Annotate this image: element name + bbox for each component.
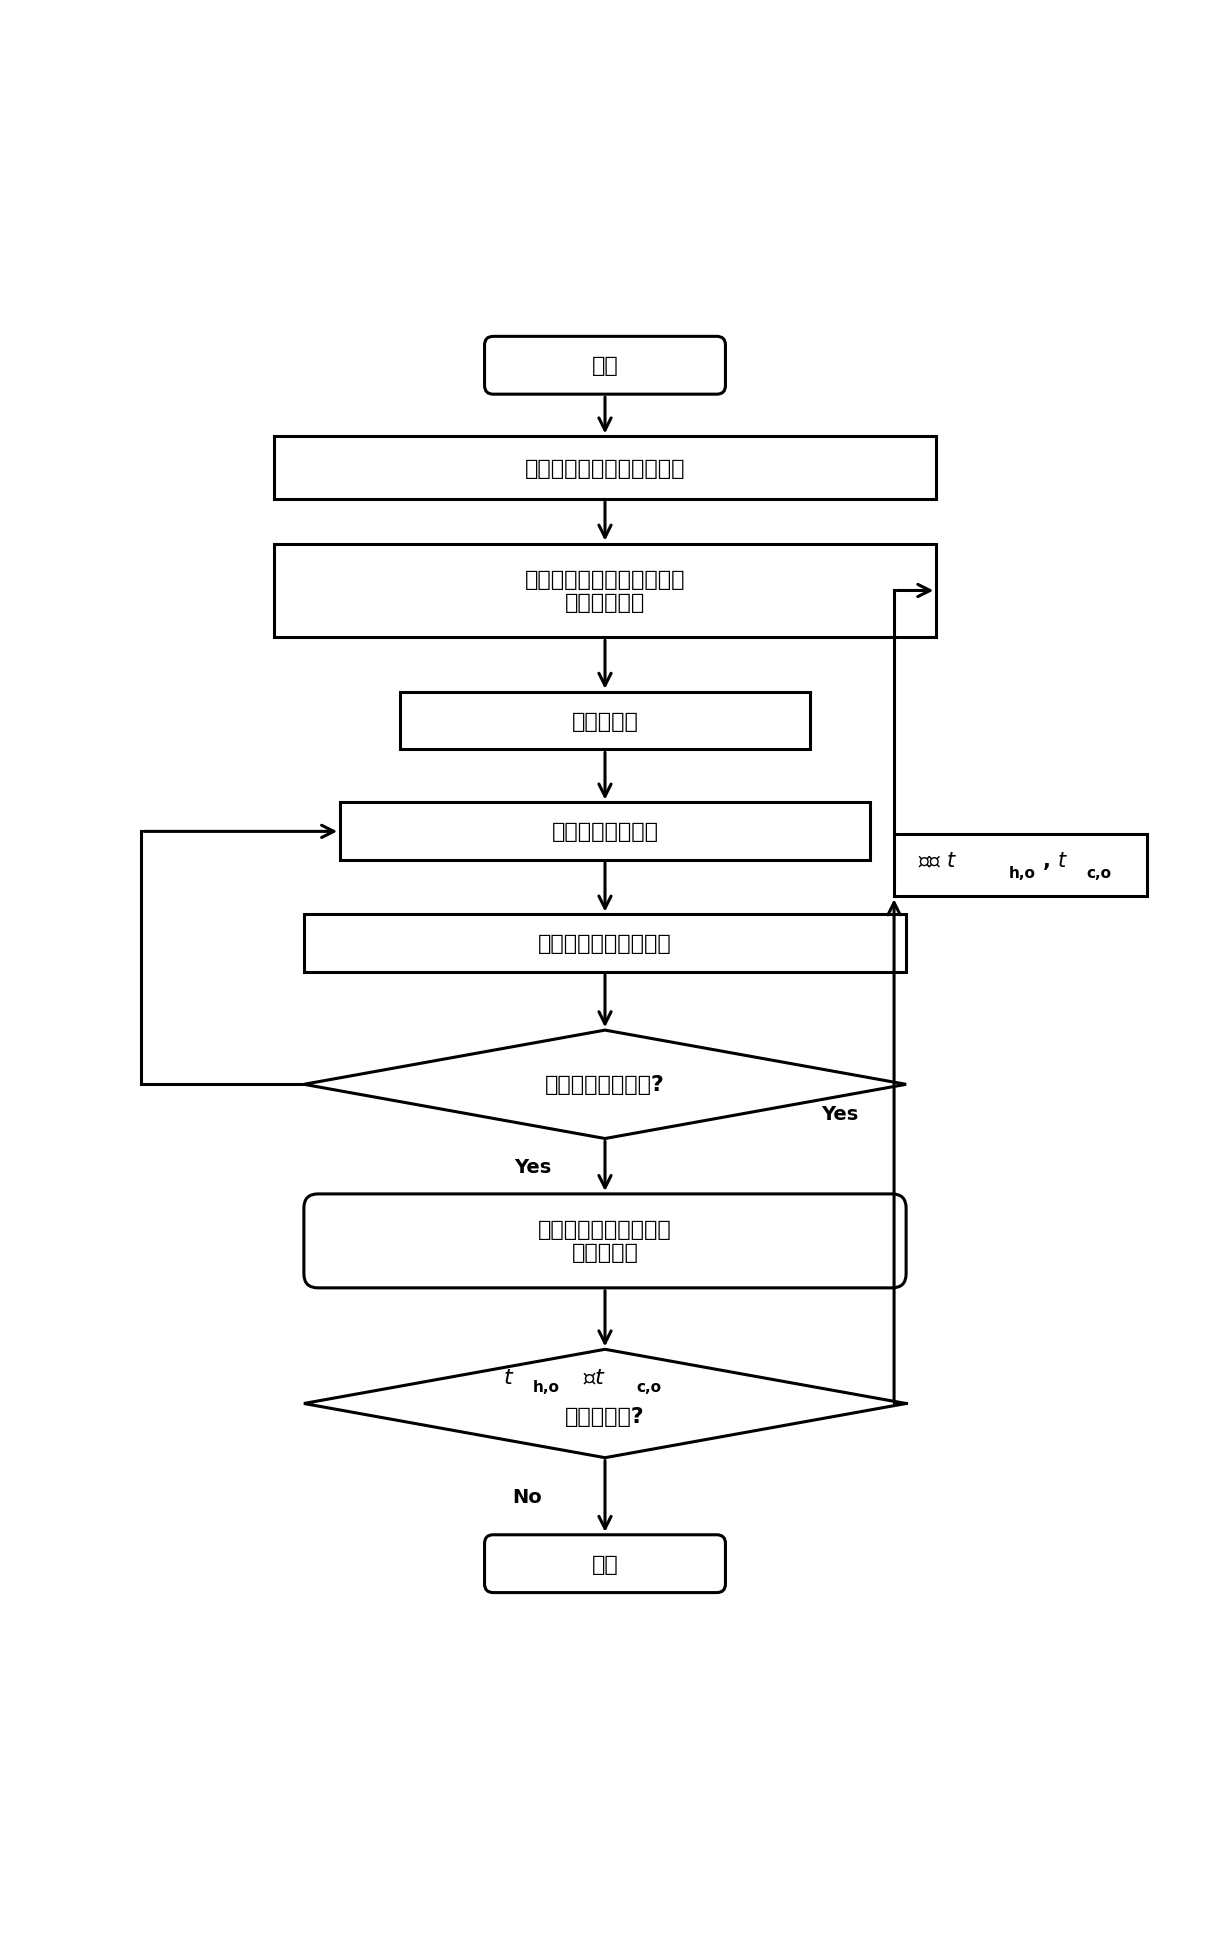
Text: 结束: 结束 — [592, 1555, 618, 1574]
Text: 开始: 开始 — [592, 356, 618, 376]
Text: 达到设定值?: 达到设定值? — [565, 1406, 645, 1426]
Bar — [401, 692, 809, 750]
Text: c,o: c,o — [1087, 865, 1112, 880]
Text: $t$: $t$ — [502, 1367, 514, 1387]
Text: 通过进化算子生成子代: 通过进化算子生成子代 — [538, 933, 672, 955]
Text: , $t$: , $t$ — [1042, 849, 1068, 873]
Bar — [304, 916, 906, 972]
Text: 是否满足终止准则?: 是否满足终止准则? — [544, 1075, 666, 1095]
Text: 评价个体适应度值: 评价个体适应度值 — [552, 822, 658, 842]
Text: Yes: Yes — [514, 1157, 552, 1177]
Text: 初始化种群: 初始化种群 — [571, 711, 639, 730]
Bar — [273, 543, 937, 639]
FancyBboxPatch shape — [304, 1194, 906, 1288]
Text: 确定优化模型参数及初始值: 确定优化模型参数及初始值 — [525, 458, 685, 479]
Text: c,o: c,o — [636, 1379, 662, 1395]
Bar — [340, 803, 870, 861]
Text: 设定约束条件、边界条件及
遗传算法参数: 设定约束条件、边界条件及 遗传算法参数 — [525, 569, 685, 614]
Text: h,o: h,o — [1008, 865, 1036, 880]
Text: No: No — [512, 1486, 542, 1506]
Text: 输出最优瞬时性能及优
化控制参数: 输出最优瞬时性能及优 化控制参数 — [538, 1219, 672, 1262]
Bar — [273, 436, 937, 501]
Polygon shape — [304, 1350, 906, 1457]
Text: 、$t$: 、$t$ — [583, 1367, 606, 1387]
Text: h,o: h,o — [532, 1379, 559, 1395]
Bar — [894, 834, 1147, 896]
FancyBboxPatch shape — [484, 1535, 726, 1593]
FancyBboxPatch shape — [484, 337, 726, 395]
Text: Yes: Yes — [822, 1105, 858, 1124]
Polygon shape — [304, 1030, 906, 1140]
Text: 更新 $t$: 更新 $t$ — [918, 851, 957, 871]
